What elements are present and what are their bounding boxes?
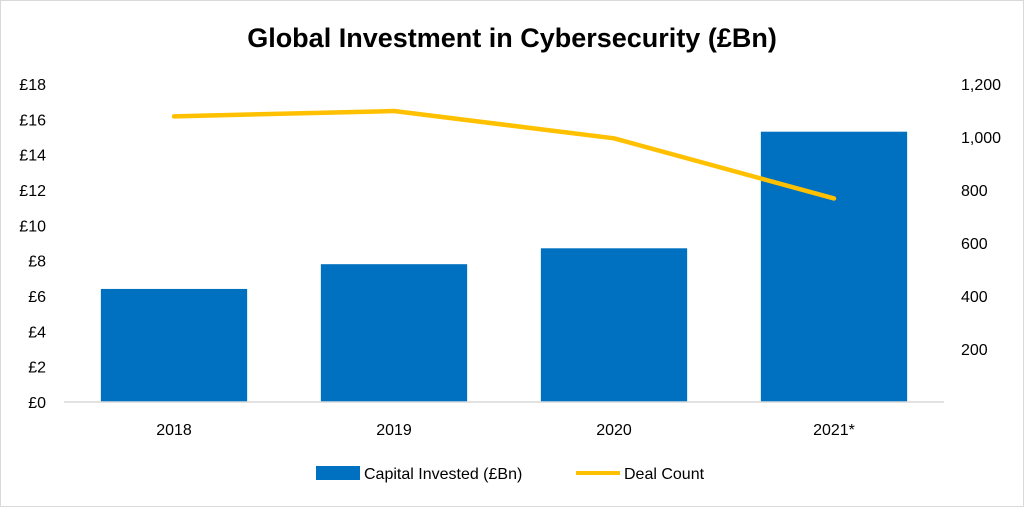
x-tick-label: 2018 [156,422,192,439]
left-tick-label: £14 [19,148,46,165]
left-tick-label: £16 [19,112,46,129]
left-tick-label: £10 [19,218,46,235]
legend-label-deal-count: Deal Count [624,466,705,483]
bar-2020 [540,248,688,402]
left-tick-label: £8 [28,254,46,271]
right-tick-label: 200 [961,342,988,359]
left-tick-label: £12 [19,183,46,200]
right-tick-label: 800 [961,183,988,200]
right-tick-label: 600 [961,236,988,253]
bar-2019 [320,264,468,402]
left-tick-label: £2 [28,360,46,377]
legend-label-capital: Capital Invested (£Bn) [364,466,522,483]
left-tick-label: £4 [28,324,46,341]
right-tick-label: 1,000 [961,130,1001,147]
bar-2021* [760,131,908,402]
left-tick-label: £18 [19,77,46,94]
legend: Capital Invested (£Bn) Deal Count [316,466,705,483]
deal-count-line [171,108,837,201]
right-tick-label: 1,200 [961,77,1001,94]
chart-title: Global Investment in Cybersecurity (£Bn) [247,23,777,53]
x-tick-label: 2021* [813,422,855,439]
legend-swatch-capital [316,466,360,480]
x-tick-label: 2020 [596,422,632,439]
bar-2018 [100,288,248,402]
right-tick-label: 400 [961,289,988,306]
left-tick-label: £0 [28,395,46,412]
x-tick-label: 2019 [376,422,412,439]
left-tick-label: £6 [28,289,46,306]
